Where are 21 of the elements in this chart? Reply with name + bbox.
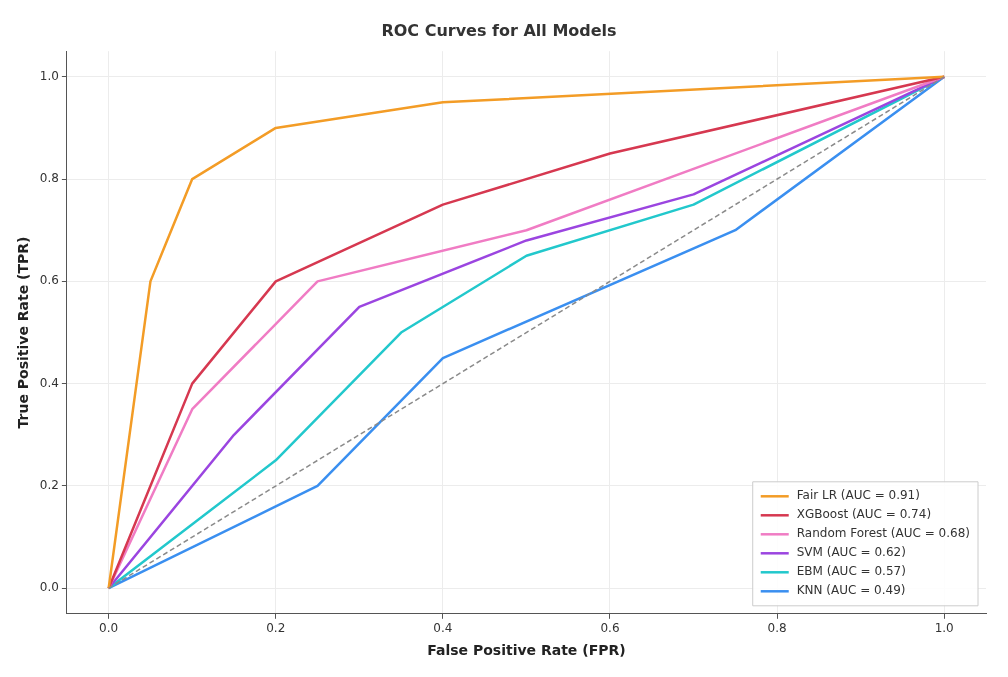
x-axis-title: False Positive Rate (FPR) — [427, 642, 626, 659]
y-tick-label: 0.6 — [39, 273, 59, 288]
y-tick-label: 0.0 — [39, 580, 59, 595]
x-tick-label: 0.8 — [767, 621, 787, 636]
x-tick-label: 0.6 — [600, 621, 620, 636]
y-tick-label: 0.8 — [39, 171, 59, 186]
y-tick-label: 0.2 — [39, 478, 59, 493]
x-tick-label: 0.4 — [433, 621, 453, 636]
legend-label: XGBoost (AUC = 0.74) — [796, 507, 932, 522]
legend-label: KNN (AUC = 0.49) — [796, 583, 906, 598]
y-tick-label: 1.0 — [39, 68, 59, 83]
legend-label: Random Forest (AUC = 0.68) — [796, 526, 971, 541]
legend-label: Fair LR (AUC = 0.91) — [796, 488, 920, 503]
x-tick-label: 0.2 — [266, 621, 286, 636]
x-tick-label: 1.0 — [934, 621, 954, 636]
legend-label: SVM (AUC = 0.62) — [796, 545, 906, 560]
y-axis-title: True Positive Rate (TPR) — [15, 236, 32, 429]
chart-title: ROC Curves for All Models — [381, 20, 617, 40]
x-tick-label: 0.0 — [99, 621, 119, 636]
y-tick-label: 0.4 — [39, 375, 59, 390]
legend-label: EBM (AUC = 0.57) — [796, 564, 906, 579]
